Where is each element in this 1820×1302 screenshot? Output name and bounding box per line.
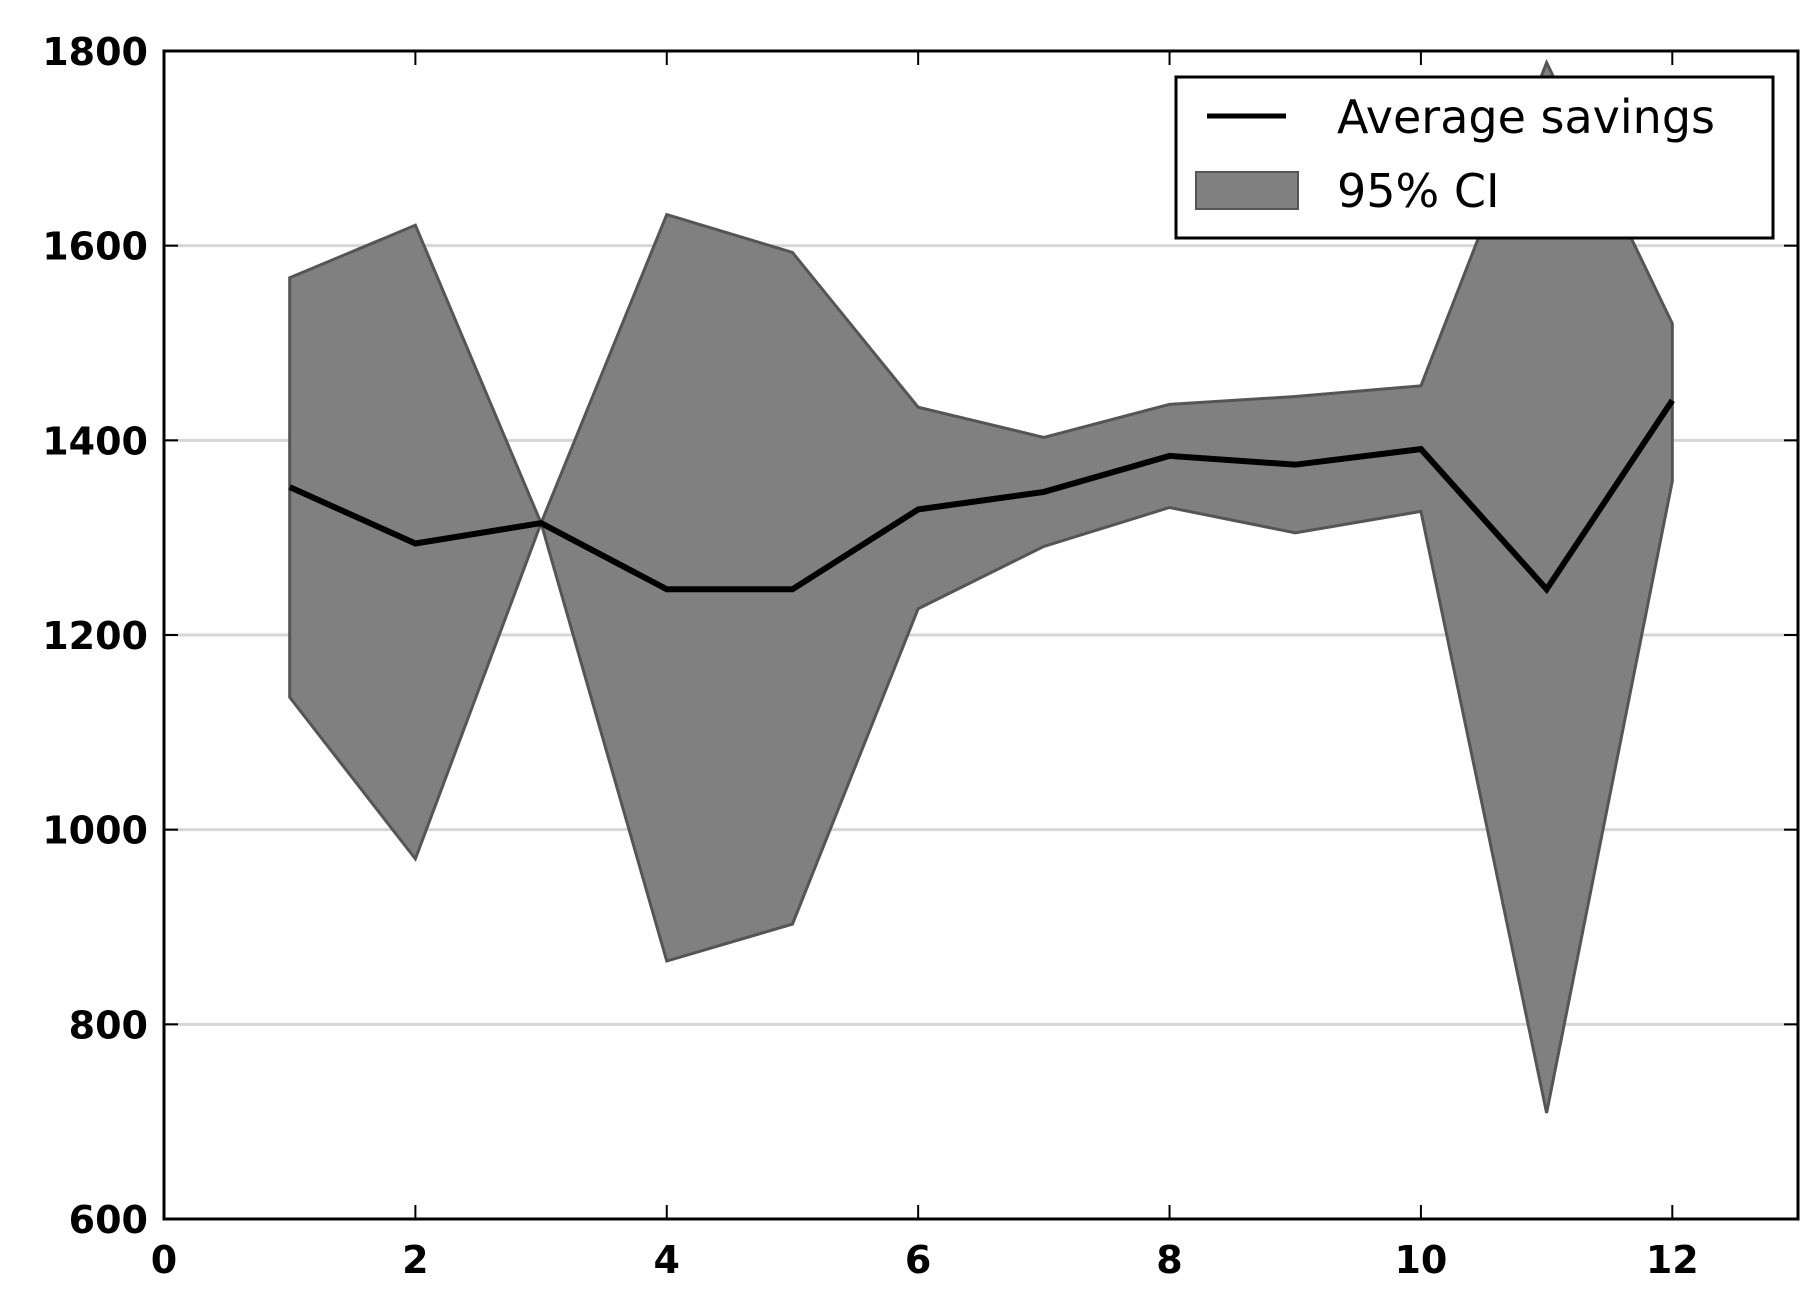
y-tick-label: 1400 — [42, 419, 148, 463]
x-tick-label: 6 — [905, 1238, 931, 1282]
x-tick-label: 12 — [1646, 1238, 1699, 1282]
ci-band — [288, 58, 1674, 1114]
legend-box — [1174, 75, 1775, 240]
y-tick-label: 1600 — [42, 225, 148, 269]
x-tick-label: 0 — [151, 1238, 177, 1282]
x-tick-label: 4 — [654, 1238, 680, 1282]
series-line-0 — [288, 398, 1675, 595]
legend-band-swatch — [1195, 171, 1299, 210]
series-line-layer — [288, 398, 1675, 595]
y-tick-label: 600 — [69, 1198, 148, 1242]
legend: Average savings 95% CI — [1174, 75, 1775, 240]
y-tick-label: 1000 — [42, 809, 148, 853]
y-tick-label: 800 — [69, 1003, 148, 1047]
legend-label-ci: 95% CI — [1337, 164, 1500, 218]
x-tick-label: 10 — [1394, 1238, 1447, 1282]
legend-label-series: Average savings — [1337, 90, 1715, 144]
x-tick-label: 8 — [1156, 1238, 1182, 1282]
x-tick-label: 2 — [402, 1238, 428, 1282]
y-tick-label: 1800 — [42, 30, 148, 74]
ticks: 0 2 4 6 8 10 12 600 800 1000 1200 1400 1600 1800 — [42, 30, 1798, 1282]
y-tick-label: 1200 — [42, 614, 148, 658]
ci-band-layer — [288, 58, 1674, 1114]
